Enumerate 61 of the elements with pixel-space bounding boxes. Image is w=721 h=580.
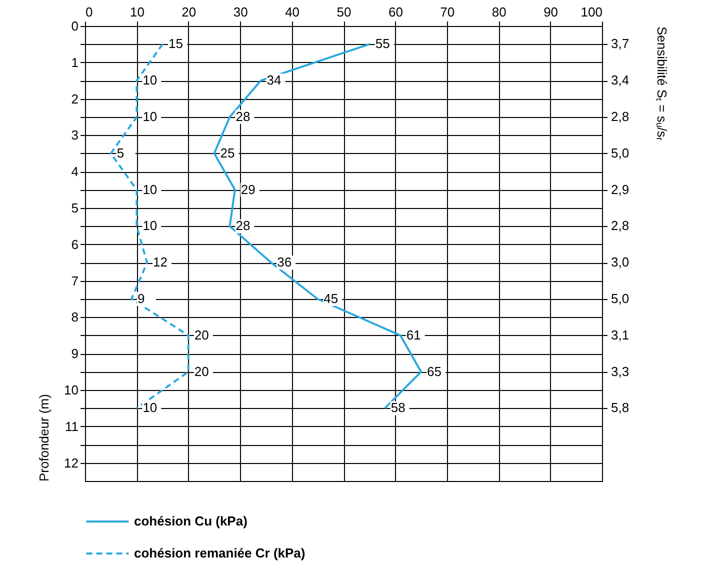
y-tick-label: 8 (71, 310, 78, 325)
y2-axis-title: Sensibilité Sₜ = sᵤ/sᵣ (654, 26, 670, 141)
y-tick-label: 0 (71, 18, 78, 34)
text: 3,0 (611, 254, 630, 270)
x-tick-label: 60 (388, 4, 403, 20)
x-tick-label: 10 (130, 4, 144, 20)
y-tick-label: 10 (64, 382, 78, 398)
y-tick-label: 2 (71, 91, 78, 106)
data-label: 10 (142, 182, 158, 197)
data-label: 55 (375, 36, 390, 52)
text: 3,7 (611, 36, 630, 52)
x-tick-label: 80 (492, 4, 506, 20)
text: 2,9 (611, 182, 630, 197)
x-tick-label: 30 (233, 4, 248, 20)
text: 5,0 (611, 145, 630, 160)
y-tick-label: 7 (71, 273, 78, 288)
data-label: 10 (142, 218, 158, 234)
x-tick-label: 50 (336, 4, 352, 20)
data-label: 5 (116, 145, 124, 160)
text: 3,4 (611, 72, 630, 88)
data-label: 12 (153, 254, 168, 270)
data-label: 25 (220, 145, 235, 160)
data-label: 29 (240, 182, 256, 197)
data-label: 20 (194, 364, 209, 379)
data-label: 10 (142, 109, 158, 124)
data-label: 28 (236, 218, 250, 234)
y-tick-label: 11 (65, 418, 78, 434)
y-tick-label: 9 (71, 346, 78, 362)
y-axis-title: Profondeur (m) (36, 394, 52, 482)
x-tick-label: 100 (580, 4, 602, 20)
data-label: 10 (142, 72, 158, 88)
y-tick-label: 3 (71, 128, 78, 143)
data-label: 15 (168, 36, 184, 52)
data-label: 45 (324, 291, 338, 306)
y-tick-label: 5 (71, 200, 78, 216)
data-label: 65 (427, 364, 442, 379)
data-label: 34 (266, 72, 282, 88)
y-tick-label: 6 (71, 236, 78, 252)
data-label: 20 (194, 327, 209, 342)
data-label: 58 (390, 400, 406, 416)
data-label: 10 (142, 400, 158, 416)
data-label: 28 (236, 109, 250, 124)
x-tick-label: 20 (182, 4, 196, 20)
y-tick-label: 4 (71, 164, 78, 180)
x-tick-label: 90 (544, 4, 558, 20)
text: 3,1 (611, 327, 630, 342)
y-tick-label: 12 (64, 455, 78, 470)
legend-label: cohésion remaniée Cr (kPa) (134, 546, 306, 560)
data-label: 61 (406, 327, 421, 342)
x-tick-label: 0 (86, 4, 93, 20)
x-tick-label: 40 (285, 4, 300, 20)
data-label: 9 (138, 291, 145, 306)
text: 2,8 (611, 109, 630, 124)
text: 3,3 (611, 364, 630, 379)
y-tick-label: 1 (71, 54, 78, 70)
text: 2,8 (611, 218, 630, 234)
legend-label: cohésion Cu (kPa) (134, 514, 248, 528)
x-tick-label: 70 (440, 4, 455, 20)
text: 5,0 (611, 291, 630, 306)
text: 5,8 (611, 400, 630, 416)
data-label: 36 (277, 254, 292, 270)
